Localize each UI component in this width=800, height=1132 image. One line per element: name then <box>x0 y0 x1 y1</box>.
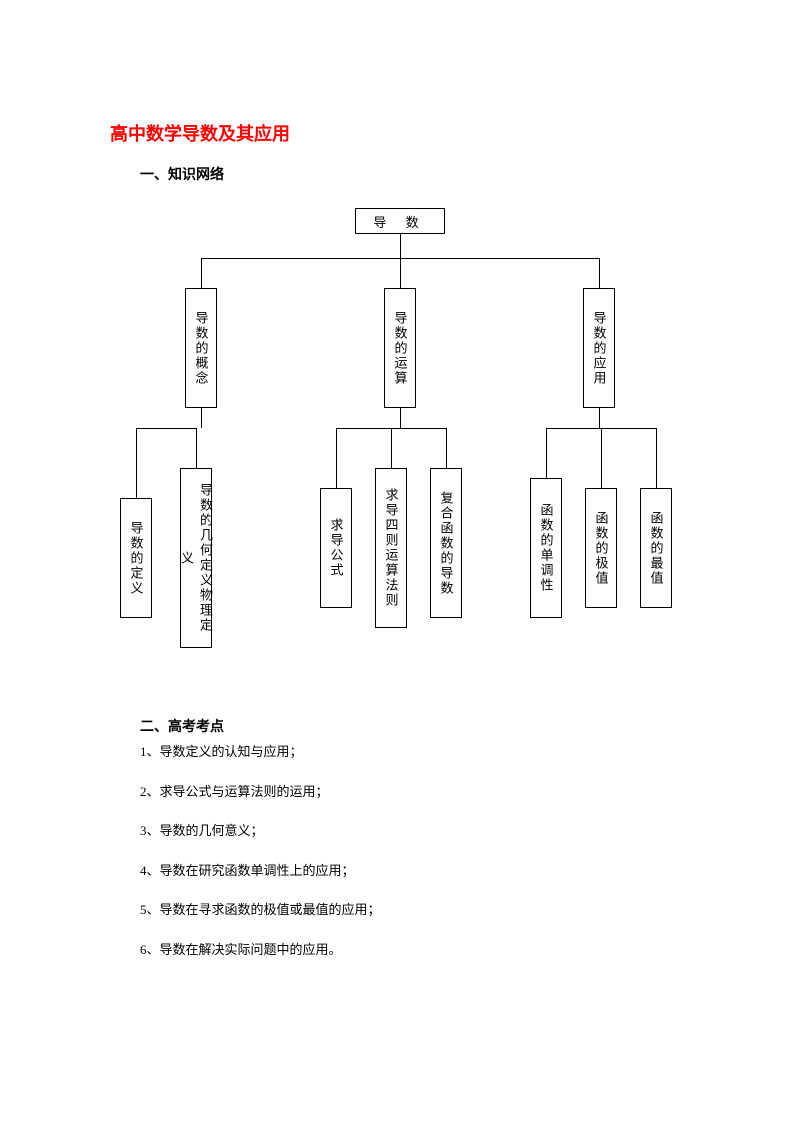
node-leaf-a3: 函数的最值 <box>640 488 672 608</box>
node-root: 导 数 <box>355 208 445 234</box>
point-item: 6、导数在解决实际问题中的应用。 <box>140 940 700 960</box>
node-leaf-o3: 复合函数的导数 <box>430 468 462 618</box>
tree-diagram: 导 数 导数的概念 导数的运算 导数的应用 导数的定义 导数的几何定义物理定 <box>100 208 700 698</box>
point-item: 4、导数在研究函数单调性上的应用； <box>140 861 700 881</box>
connector <box>400 258 401 288</box>
node-leaf-c2: 导数的几何定义物理定义 <box>180 468 212 648</box>
node-leaf-o2: 求导四则运算法则 <box>375 468 407 628</box>
connector <box>201 258 202 288</box>
connector <box>196 428 197 468</box>
connector <box>201 408 202 428</box>
section-1-heading: 一、知识网络 <box>140 164 700 184</box>
node-leaf-a2: 函数的极值 <box>585 488 617 608</box>
connector <box>336 428 337 488</box>
point-item: 5、导数在寻求函数的极值或最值的应用； <box>140 900 700 920</box>
connector <box>391 428 392 468</box>
connector <box>599 258 600 288</box>
connector <box>400 234 401 258</box>
connector <box>400 408 401 428</box>
connector <box>136 428 196 429</box>
point-item: 3、导数的几何意义； <box>140 821 700 841</box>
connector <box>656 428 657 488</box>
node-leaf-c1: 导数的定义 <box>120 498 152 618</box>
connector <box>599 408 600 428</box>
connector <box>601 428 602 488</box>
connector <box>446 428 447 468</box>
node-leaf-o1: 求导公式 <box>320 488 352 608</box>
page-title: 高中数学导数及其应用 <box>110 120 700 146</box>
point-item: 1、导数定义的认知与应用； <box>140 742 700 762</box>
connector <box>546 428 547 478</box>
node-operation: 导数的运算 <box>384 288 416 408</box>
node-leaf-a1: 函数的单调性 <box>530 478 562 618</box>
node-application: 导数的应用 <box>583 288 615 408</box>
connector <box>136 428 137 498</box>
node-concept: 导数的概念 <box>185 288 217 408</box>
point-item: 2、求导公式与运算法则的运用； <box>140 782 700 802</box>
section-2-heading: 二、高考考点 <box>140 716 700 736</box>
